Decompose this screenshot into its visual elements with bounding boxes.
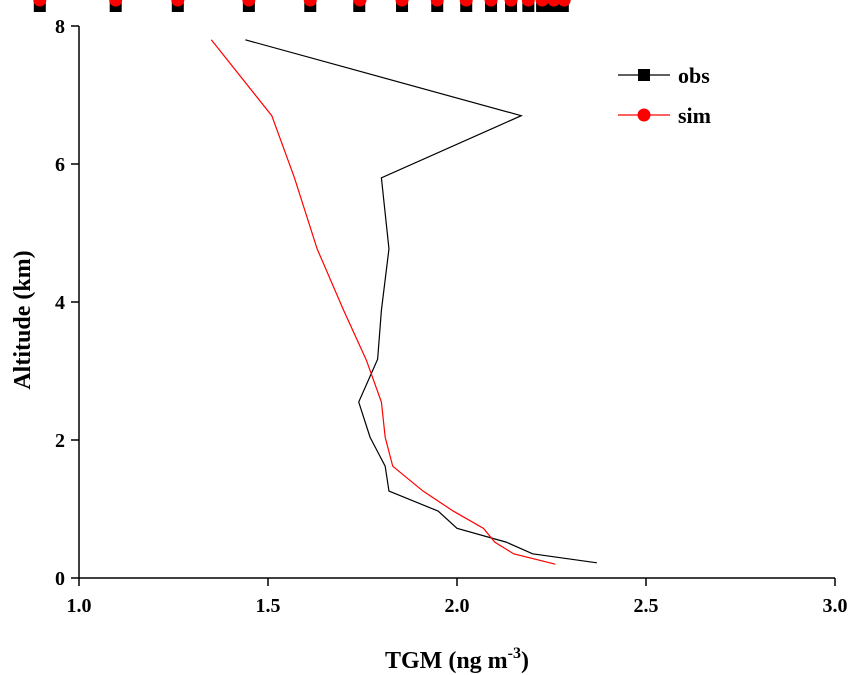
y-tick-label: 2: [55, 430, 65, 452]
x-axis-label: TGM (ng m-3): [385, 645, 529, 674]
marker: [395, 0, 409, 7]
x-tick-label: 1.0: [67, 595, 92, 617]
legend-label: sim: [678, 103, 711, 128]
marker: [557, 0, 571, 7]
marker: [504, 0, 518, 7]
marker: [521, 0, 535, 7]
marker: [303, 0, 317, 7]
marker: [109, 0, 123, 7]
x-tick-label: 1.5: [256, 595, 281, 617]
x-tick-label: 3.0: [823, 595, 848, 617]
y-tick-label: 6: [55, 154, 65, 176]
marker: [242, 0, 256, 7]
y-tick-label: 4: [55, 292, 65, 314]
legend-label: obs: [678, 63, 710, 88]
series-line: [210, 39, 556, 565]
marker: [484, 0, 498, 7]
series-line: [245, 39, 597, 564]
marker: [535, 0, 549, 7]
marker: [171, 0, 185, 7]
marker: [33, 0, 47, 7]
x-tick-label: 2.5: [634, 595, 659, 617]
y-tick-label: 8: [55, 16, 65, 38]
marker: [547, 0, 561, 7]
marker: [353, 0, 367, 7]
legend-marker: [637, 108, 651, 122]
y-axis-label: Altitude (km): [10, 250, 36, 389]
legend-marker: [638, 69, 650, 81]
marker: [459, 0, 473, 7]
y-tick-label: 0: [55, 568, 65, 590]
marker: [430, 0, 444, 7]
x-tick-label: 2.0: [445, 595, 470, 617]
